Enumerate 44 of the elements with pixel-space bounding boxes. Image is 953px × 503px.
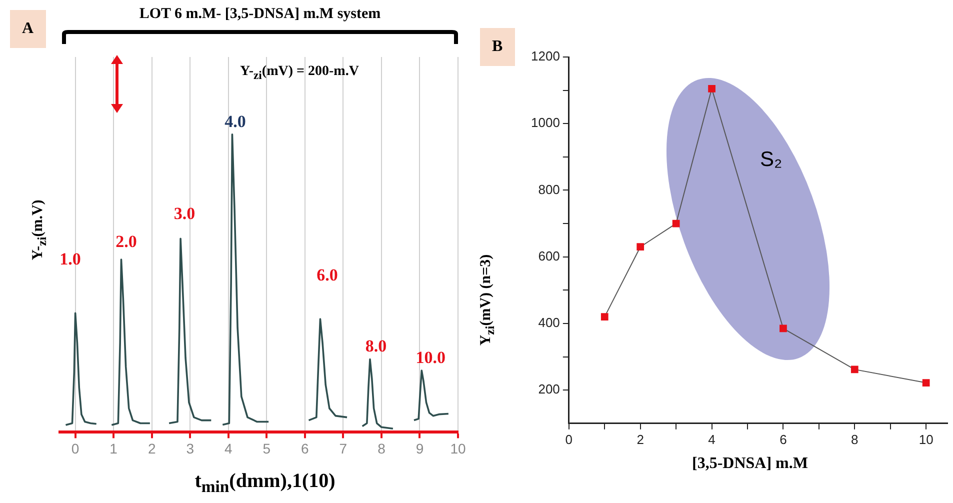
annotation: 4.0 xyxy=(224,112,246,131)
annotation: 2.0 xyxy=(116,232,137,251)
x-axis-title: t$_{min}$(dmm),1(10) xyxy=(194,470,336,497)
annotation: 6.0 xyxy=(316,265,338,284)
annotation: 1.0 xyxy=(60,249,81,268)
y-tick-label: 400 xyxy=(538,315,560,330)
x-tick-label: 4 xyxy=(708,432,716,447)
point xyxy=(672,220,680,228)
annotation: 10.0 xyxy=(416,348,446,367)
point xyxy=(600,313,608,320)
x-tick-label: 1 xyxy=(110,440,118,456)
x-tick-label: 10 xyxy=(918,432,934,447)
x-tick-label: 0 xyxy=(71,440,80,456)
x-tick-label: 3 xyxy=(186,440,194,456)
x-tick-label: 10 xyxy=(450,440,466,456)
x-tick-label: 6 xyxy=(780,432,787,447)
annotation: S₂ xyxy=(760,148,782,172)
point xyxy=(922,379,930,386)
y-tick-label: 800 xyxy=(538,182,560,197)
x-tick-label: 0 xyxy=(565,432,573,447)
x-tick-label: 9 xyxy=(416,440,424,456)
text: A xyxy=(10,10,46,48)
y-tick-label: 600 xyxy=(538,248,560,264)
x-tick-label: 5 xyxy=(262,440,271,456)
x-tick-label: 4 xyxy=(224,440,232,456)
text: B xyxy=(480,28,515,66)
y-tick-label: 1000 xyxy=(531,115,560,130)
point xyxy=(708,84,716,92)
x-tick-label: 2 xyxy=(148,440,156,456)
point xyxy=(636,243,644,251)
y-tick-label: 200 xyxy=(538,382,560,397)
x-tick-label: 2 xyxy=(636,432,644,447)
x-tick-label: 6 xyxy=(301,440,310,456)
annotation: 3.0 xyxy=(174,204,196,224)
x-tick-label: 8 xyxy=(851,432,858,447)
x-axis-title: [3,5-DNSA] m.M xyxy=(692,455,808,473)
text: Y-$_{zi}$(mV) = 200-m.V xyxy=(240,64,359,82)
chart-title: LOT 6 m.M- [3,5-DNSA] m.M system xyxy=(139,6,381,22)
y-tick-label: 1200 xyxy=(531,48,560,64)
point xyxy=(850,366,858,374)
x-tick-label: 7 xyxy=(339,440,348,456)
point xyxy=(780,324,787,332)
annotation: 8.0 xyxy=(365,336,387,356)
x-tick-label: 8 xyxy=(378,440,386,456)
